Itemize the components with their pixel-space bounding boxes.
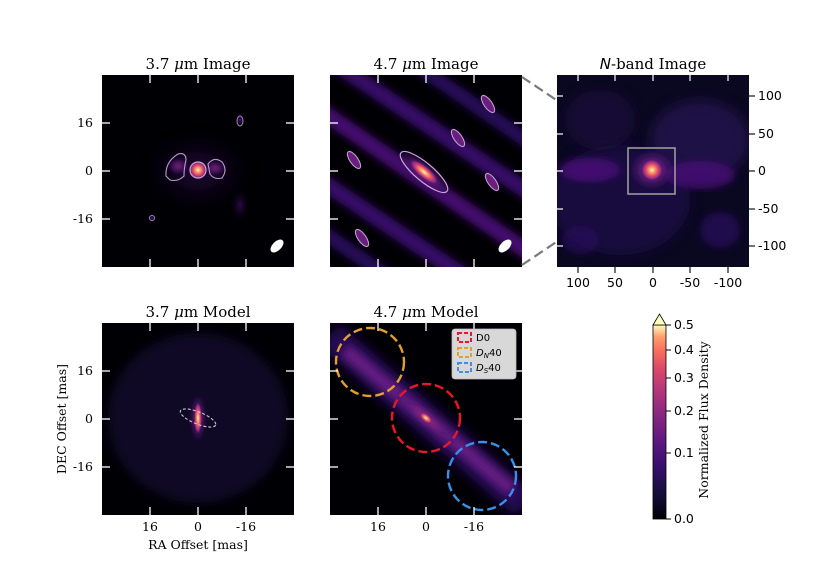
legend-label-ds40: DS40 (476, 363, 501, 375)
aperture-ds40 (446, 440, 518, 512)
panel-title: 3.7 μm Image (146, 55, 251, 73)
legend-label-d0: D0 (476, 333, 490, 344)
contour-east (207, 158, 226, 180)
y-tick-label: 16 (77, 115, 93, 130)
panel-title: 4.7 μm Image (374, 55, 479, 73)
panel-37um-model: 3.7 μm Model 16 0 -16 16 0 -16 RA Offset… (54, 303, 294, 552)
colorbar-tick-label: 0.4 (674, 342, 694, 357)
y-tick-label: 100 (758, 88, 782, 103)
contour-core (399, 150, 449, 194)
contour-west (165, 153, 187, 182)
x-tick-label: 16 (142, 519, 158, 534)
colorbar-ticks (666, 324, 671, 520)
y-tick-label: 0 (85, 411, 93, 426)
contour-blob (354, 228, 370, 248)
panel-nband-image: N-band Image 100 50 0 -50 -100 100 50 0 … (557, 55, 786, 290)
contour-blob (346, 150, 362, 170)
x-tick-label: 0 (194, 519, 202, 534)
tick-marks (102, 323, 294, 515)
x-tick-label: -16 (464, 519, 484, 534)
legend-swatch-d0 (457, 332, 472, 343)
colorbar-tick-label: 0.1 (674, 445, 694, 460)
y-tick-label: 16 (77, 363, 93, 378)
legend-label-dn40: DN40 (476, 348, 502, 360)
aperture-dn40 (334, 326, 406, 398)
colorbar: 0.5 0.4 0.3 0.2 0.1 0.0 Normalized Flux … (652, 313, 711, 526)
tick-marks (102, 75, 294, 267)
tick-marks (330, 323, 522, 515)
panel-title: 3.7 μm Model (145, 303, 250, 321)
contour-blob (484, 172, 500, 192)
x-tick-label: 100 (566, 275, 590, 290)
panel-47um-model: D0 DN40 DS40 4.7 μm Model 16 0 -16 (330, 303, 522, 534)
legend: D0 DN40 DS40 (451, 328, 517, 380)
panel-37um-image: 3.7 μm Image 16 0 -16 (73, 55, 294, 267)
colorbar-gradient (652, 324, 667, 520)
x-tick-label: 50 (607, 275, 623, 290)
tick-marks-inner (557, 75, 729, 247)
contour-core (189, 161, 207, 179)
tick-marks (330, 75, 522, 267)
contour-blob (480, 94, 496, 114)
y-axis-label: DEC Offset [mas] (54, 364, 69, 474)
y-tick-label: -16 (73, 211, 93, 226)
legend-swatch-dn40 (457, 347, 472, 358)
y-tick-label: 50 (758, 126, 774, 141)
x-tick-label: 16 (370, 519, 386, 534)
contour-blob (236, 115, 244, 127)
y-tick-label: 0 (85, 163, 93, 178)
x-tick-label: 0 (422, 519, 430, 534)
x-tick-label: -16 (236, 519, 256, 534)
x-tick-label: -100 (714, 275, 742, 290)
colorbar-tick-label: 0.3 (674, 370, 694, 385)
zoom-box (627, 147, 676, 195)
colorbar-tick-label: 0.2 (674, 403, 694, 418)
colorbar-tick-label: 0.0 (674, 511, 694, 526)
colorbar-extend-arrow (652, 313, 667, 326)
y-tick-label: 0 (758, 163, 766, 178)
beam-ellipse (270, 239, 284, 253)
x-axis-label: RA Offset [mas] (148, 537, 248, 552)
x-tick-label: 0 (649, 275, 657, 290)
panel-47um-image: 4.7 μm Image (330, 55, 522, 267)
aperture-d0 (390, 382, 462, 454)
y-tick-label: -100 (758, 238, 786, 253)
x-tick-label: -50 (680, 275, 700, 290)
panel-title: 4.7 μm Model (373, 303, 478, 321)
beam-ellipse (498, 239, 512, 253)
contour-blob (450, 128, 466, 148)
model-ring-outline (179, 408, 217, 428)
y-tick-label: -16 (73, 459, 93, 474)
y-tick-label: -50 (758, 201, 778, 216)
colorbar-label: Normalized Flux Density (696, 340, 711, 498)
panel-title: N-band Image (600, 55, 707, 73)
legend-swatch-ds40 (457, 362, 472, 373)
tick-marks (577, 95, 755, 273)
colorbar-tick-label: 0.5 (674, 317, 694, 332)
contour-blob (149, 215, 155, 221)
